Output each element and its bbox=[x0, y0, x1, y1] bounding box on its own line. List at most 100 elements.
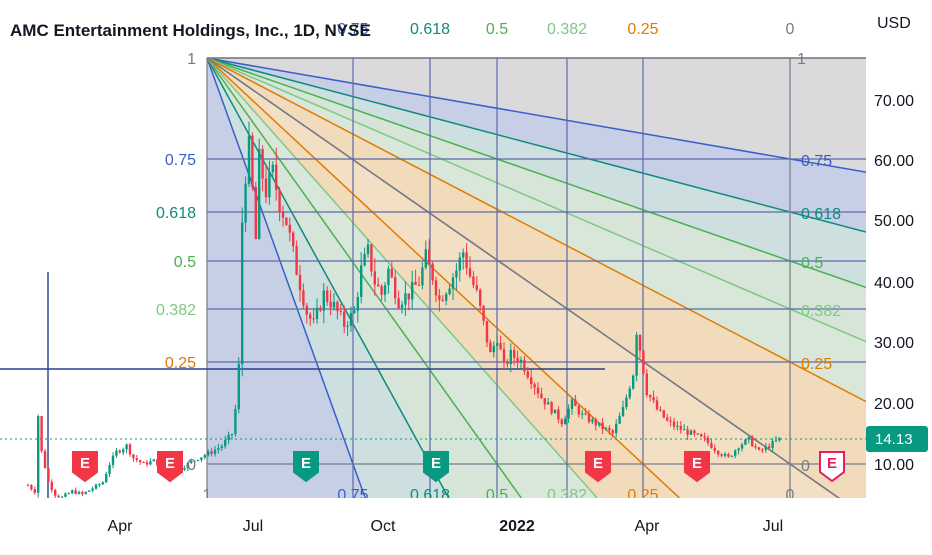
candle-body bbox=[94, 484, 98, 489]
candle-body bbox=[557, 409, 560, 420]
candle-body bbox=[462, 252, 465, 258]
candle-body bbox=[336, 301, 339, 312]
x-tick-label: Apr bbox=[635, 518, 661, 535]
candle-body bbox=[298, 274, 302, 291]
y-axis-bg[interactable] bbox=[866, 0, 932, 550]
candle-body bbox=[625, 397, 628, 408]
candle-body bbox=[295, 246, 298, 275]
candle-body bbox=[400, 304, 404, 308]
candle-body bbox=[254, 186, 257, 239]
candle-body bbox=[727, 453, 730, 457]
y-tick-label: 20.00 bbox=[874, 396, 914, 413]
candle-body bbox=[509, 349, 512, 364]
candle-body bbox=[237, 364, 240, 409]
earnings-marker[interactable]: E bbox=[293, 451, 319, 483]
fan-ray-v bbox=[206, 57, 598, 498]
last-price-tag-bg bbox=[866, 425, 928, 452]
candle-body bbox=[220, 446, 223, 449]
fib-label-left: 0.618 bbox=[156, 205, 196, 222]
candle-body bbox=[717, 450, 720, 455]
fib-label-top: 0.5 bbox=[486, 21, 508, 38]
candle-body bbox=[720, 454, 723, 456]
fan-ray-v bbox=[206, 57, 366, 498]
earnings-marker[interactable]: E bbox=[819, 451, 845, 483]
candle-body bbox=[642, 350, 645, 374]
candle-body bbox=[101, 482, 104, 485]
candle-body bbox=[30, 485, 33, 490]
candle-body bbox=[615, 423, 618, 434]
x-tick-label: 2022 bbox=[499, 518, 535, 535]
y-tick-label: 70.00 bbox=[874, 93, 914, 110]
candle-body bbox=[587, 413, 591, 422]
candle-body bbox=[43, 451, 47, 469]
candle-body bbox=[118, 450, 121, 453]
candle-body bbox=[329, 301, 332, 308]
candle-body bbox=[696, 433, 699, 435]
candle-body bbox=[706, 437, 710, 443]
earnings-marker[interactable]: E bbox=[157, 451, 183, 483]
candle-body bbox=[669, 420, 672, 422]
candle-body bbox=[186, 462, 189, 469]
candle-body bbox=[312, 318, 315, 320]
earnings-marker[interactable]: E bbox=[72, 451, 98, 483]
fib-label-left: 0.25 bbox=[165, 355, 196, 372]
candle-body bbox=[655, 400, 659, 410]
candle-body bbox=[608, 427, 611, 431]
candle-body bbox=[26, 485, 30, 487]
candle-body bbox=[213, 449, 217, 454]
earnings-marker[interactable]: E bbox=[585, 451, 611, 483]
candle-body bbox=[730, 455, 733, 457]
candle-body bbox=[190, 461, 193, 463]
candle-body bbox=[757, 447, 761, 450]
candle-body bbox=[57, 495, 60, 497]
candle-body bbox=[421, 267, 424, 286]
fib-label-left: 0.75 bbox=[165, 152, 196, 169]
candle-body bbox=[513, 349, 516, 358]
candle-body bbox=[302, 290, 305, 306]
candle-body bbox=[244, 183, 247, 223]
candle-body bbox=[526, 371, 529, 378]
earnings-marker[interactable]: E bbox=[684, 451, 710, 483]
candle-body bbox=[679, 425, 682, 430]
fan-ray-h bbox=[206, 57, 866, 173]
candle-body bbox=[570, 399, 574, 409]
candle-body bbox=[574, 399, 577, 407]
candle-body bbox=[594, 419, 597, 426]
candle-body bbox=[268, 172, 271, 198]
candle-body bbox=[128, 444, 132, 455]
candle-body bbox=[417, 284, 421, 286]
candle-body bbox=[353, 310, 356, 313]
candle-body bbox=[710, 442, 713, 449]
candle-body bbox=[577, 406, 580, 415]
candle-body bbox=[196, 459, 200, 461]
earnings-marker-shape bbox=[684, 451, 710, 483]
candle-body bbox=[319, 307, 322, 311]
candle-body bbox=[33, 489, 36, 493]
candle-body bbox=[754, 446, 757, 448]
candle-body bbox=[475, 285, 478, 290]
candle-body bbox=[530, 377, 533, 385]
candle-body bbox=[683, 429, 686, 431]
candle-body bbox=[689, 430, 693, 435]
candle-body bbox=[458, 257, 461, 271]
candle-body bbox=[638, 335, 642, 351]
candle-body bbox=[740, 444, 744, 449]
candle-body bbox=[672, 421, 676, 427]
candle-body bbox=[339, 311, 342, 313]
earnings-marker[interactable]: E bbox=[423, 451, 449, 483]
candle-body bbox=[224, 440, 227, 447]
candle-body bbox=[81, 491, 84, 494]
earnings-marker-label: E bbox=[827, 455, 837, 472]
candle-body bbox=[700, 434, 703, 437]
candle-body bbox=[598, 422, 601, 426]
fib-label-top: 0.75 bbox=[337, 21, 368, 38]
candle-body bbox=[492, 345, 495, 353]
candle-body bbox=[326, 290, 329, 302]
last-price-tag: 14.13 bbox=[866, 425, 928, 452]
candle-body bbox=[424, 249, 427, 268]
candle-body bbox=[149, 461, 152, 465]
candle-body bbox=[139, 460, 142, 463]
candle-body bbox=[261, 148, 264, 179]
